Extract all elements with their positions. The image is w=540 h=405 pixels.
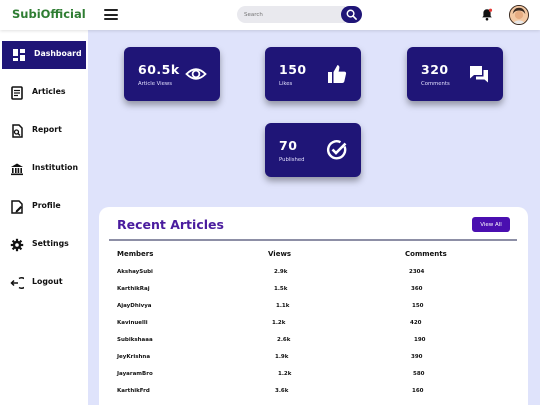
top-bar: SubiOfficial [0, 0, 540, 30]
search-icon [346, 9, 357, 20]
comments-count: 160 [412, 388, 424, 394]
table-row[interactable]: KarthikFrd 3.6k 160 [99, 388, 528, 405]
comments-count: 150 [412, 303, 424, 309]
table-row[interactable]: JayaramBro 1.2k 580 [99, 371, 528, 388]
sidebar-item-label: Report [32, 125, 62, 134]
column-header-members: Members [117, 250, 154, 258]
member-name: Kavinuelli [117, 320, 148, 326]
eye-icon [185, 68, 207, 80]
member-name: Subikshaaa [117, 337, 153, 343]
sidebar-item-label: Dashboard [34, 49, 82, 58]
comments-count: 190 [414, 337, 426, 343]
thumbs-up-icon [328, 65, 347, 83]
sidebar: Dashboard Articles Report Institution [0, 30, 88, 405]
search-button[interactable] [341, 6, 362, 23]
sidebar-item-label: Institution [32, 163, 79, 172]
comments-icon [470, 66, 488, 83]
stat-card-likes[interactable]: 150 Likes [265, 47, 361, 101]
sidebar-item-profile[interactable]: Profile [0, 193, 88, 221]
member-name: KarthikRaj [117, 286, 150, 292]
articles-icon [11, 86, 23, 100]
table-row[interactable]: JeyKrishna 1.9k 390 [99, 354, 528, 371]
sidebar-item-dashboard[interactable]: Dashboard [2, 41, 86, 69]
member-name: JeyKrishna [117, 354, 151, 360]
stat-value: 150 [279, 62, 307, 77]
stat-card-published[interactable]: 70 Published [265, 123, 361, 177]
institution-icon [11, 163, 23, 176]
view-all-button[interactable]: View All [472, 217, 510, 232]
gear-icon [10, 238, 24, 252]
sidebar-item-settings[interactable]: Settings [0, 231, 88, 259]
recent-articles-panel: Recent Articles View All Members Views C… [99, 207, 528, 405]
sidebar-item-logout[interactable]: Logout [0, 269, 88, 297]
sidebar-item-label: Logout [32, 277, 63, 286]
stat-value: 60.5k [138, 62, 180, 77]
table-row[interactable]: AkshaySubi 2.9k 2304 [99, 269, 528, 286]
profile-icon [11, 200, 23, 214]
stat-caption: Likes [279, 81, 293, 87]
stat-caption: Published [279, 157, 305, 163]
dashboard-icon [13, 49, 25, 61]
member-name: KarthikFrd [117, 388, 150, 394]
avatar[interactable] [509, 5, 529, 25]
comments-count: 390 [411, 354, 423, 360]
comments-count: 2304 [409, 269, 425, 275]
check-circle-icon [326, 140, 347, 160]
member-name: AjayDhivya [117, 303, 152, 309]
views-count: 3.6k [275, 388, 289, 394]
views-count: 2.6k [277, 337, 291, 343]
sidebar-item-institution[interactable]: Institution [0, 155, 88, 183]
sidebar-item-report[interactable]: Report [0, 117, 88, 145]
sidebar-item-label: Articles [32, 87, 66, 96]
stat-card-article-views[interactable]: 60.5k Article Views [124, 47, 220, 101]
panel-title: Recent Articles [117, 217, 224, 232]
table-row[interactable]: AjayDhivya 1.1k 150 [99, 303, 528, 320]
stat-card-comments[interactable]: 320 Comments [407, 47, 503, 101]
logout-icon [10, 277, 24, 289]
table-row[interactable]: Subikshaaa 2.6k 190 [99, 337, 528, 354]
views-count: 1.1k [276, 303, 290, 309]
table-row[interactable]: KarthikRaj 1.5k 360 [99, 286, 528, 303]
search-bar [237, 6, 362, 23]
views-count: 1.5k [274, 286, 288, 292]
menu-icon[interactable] [104, 9, 118, 20]
stat-caption: Comments [421, 81, 450, 87]
sidebar-item-label: Settings [32, 239, 69, 248]
views-count: 1.2k [272, 320, 286, 326]
avatar-image [510, 6, 528, 24]
column-header-comments: Comments [405, 250, 447, 258]
sidebar-item-articles[interactable]: Articles [0, 79, 88, 107]
stat-value: 320 [421, 62, 449, 77]
report-icon [12, 124, 23, 138]
bell-icon[interactable] [481, 8, 493, 21]
table-row[interactable]: Kavinuelli 1.2k 420 [99, 320, 528, 337]
column-header-views: Views [268, 250, 292, 258]
views-count: 2.9k [274, 269, 288, 275]
stat-value: 70 [279, 138, 298, 153]
logo[interactable]: SubiOfficial [12, 7, 86, 21]
member-name: JayaramBro [117, 371, 153, 377]
comments-count: 360 [411, 286, 423, 292]
views-count: 1.2k [278, 371, 292, 377]
comments-count: 420 [410, 320, 422, 326]
sidebar-item-label: Profile [32, 201, 61, 210]
comments-count: 580 [413, 371, 425, 377]
divider [109, 239, 517, 241]
member-name: AkshaySubi [117, 269, 153, 275]
views-count: 1.9k [275, 354, 289, 360]
search-input[interactable] [237, 6, 345, 23]
stat-caption: Article Views [138, 81, 173, 87]
